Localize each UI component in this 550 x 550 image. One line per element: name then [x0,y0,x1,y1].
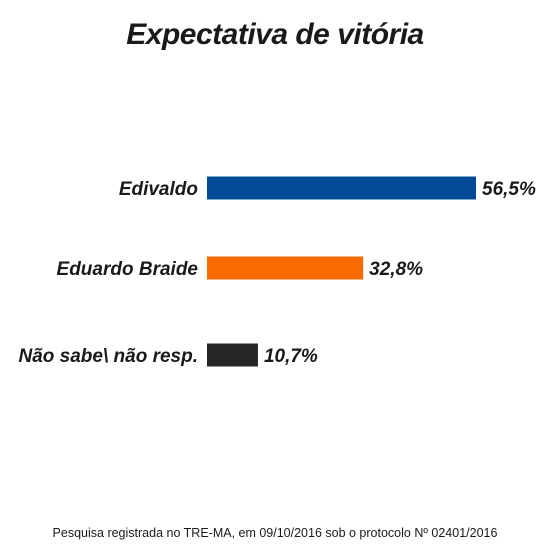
value-label: 32,8% [369,259,423,280]
bar-chart: Edivaldo 56,5% Eduardo Braide 32,8% Não sabe… [18,176,536,367]
bar [207,256,364,280]
bar [207,176,476,200]
bar [207,343,258,367]
value-label: 56,5% [482,179,536,200]
footnote: Pesquisa registrada no TRE-MA, em 09/10/… [52,526,498,540]
category-label: Eduardo Braide [57,259,199,280]
chart-title: Expectativa de vitória [126,18,424,51]
category-label: Edivaldo [119,179,198,200]
category-label: Não sabe\ não resp. [18,346,198,367]
value-label: 10,7% [264,346,318,367]
